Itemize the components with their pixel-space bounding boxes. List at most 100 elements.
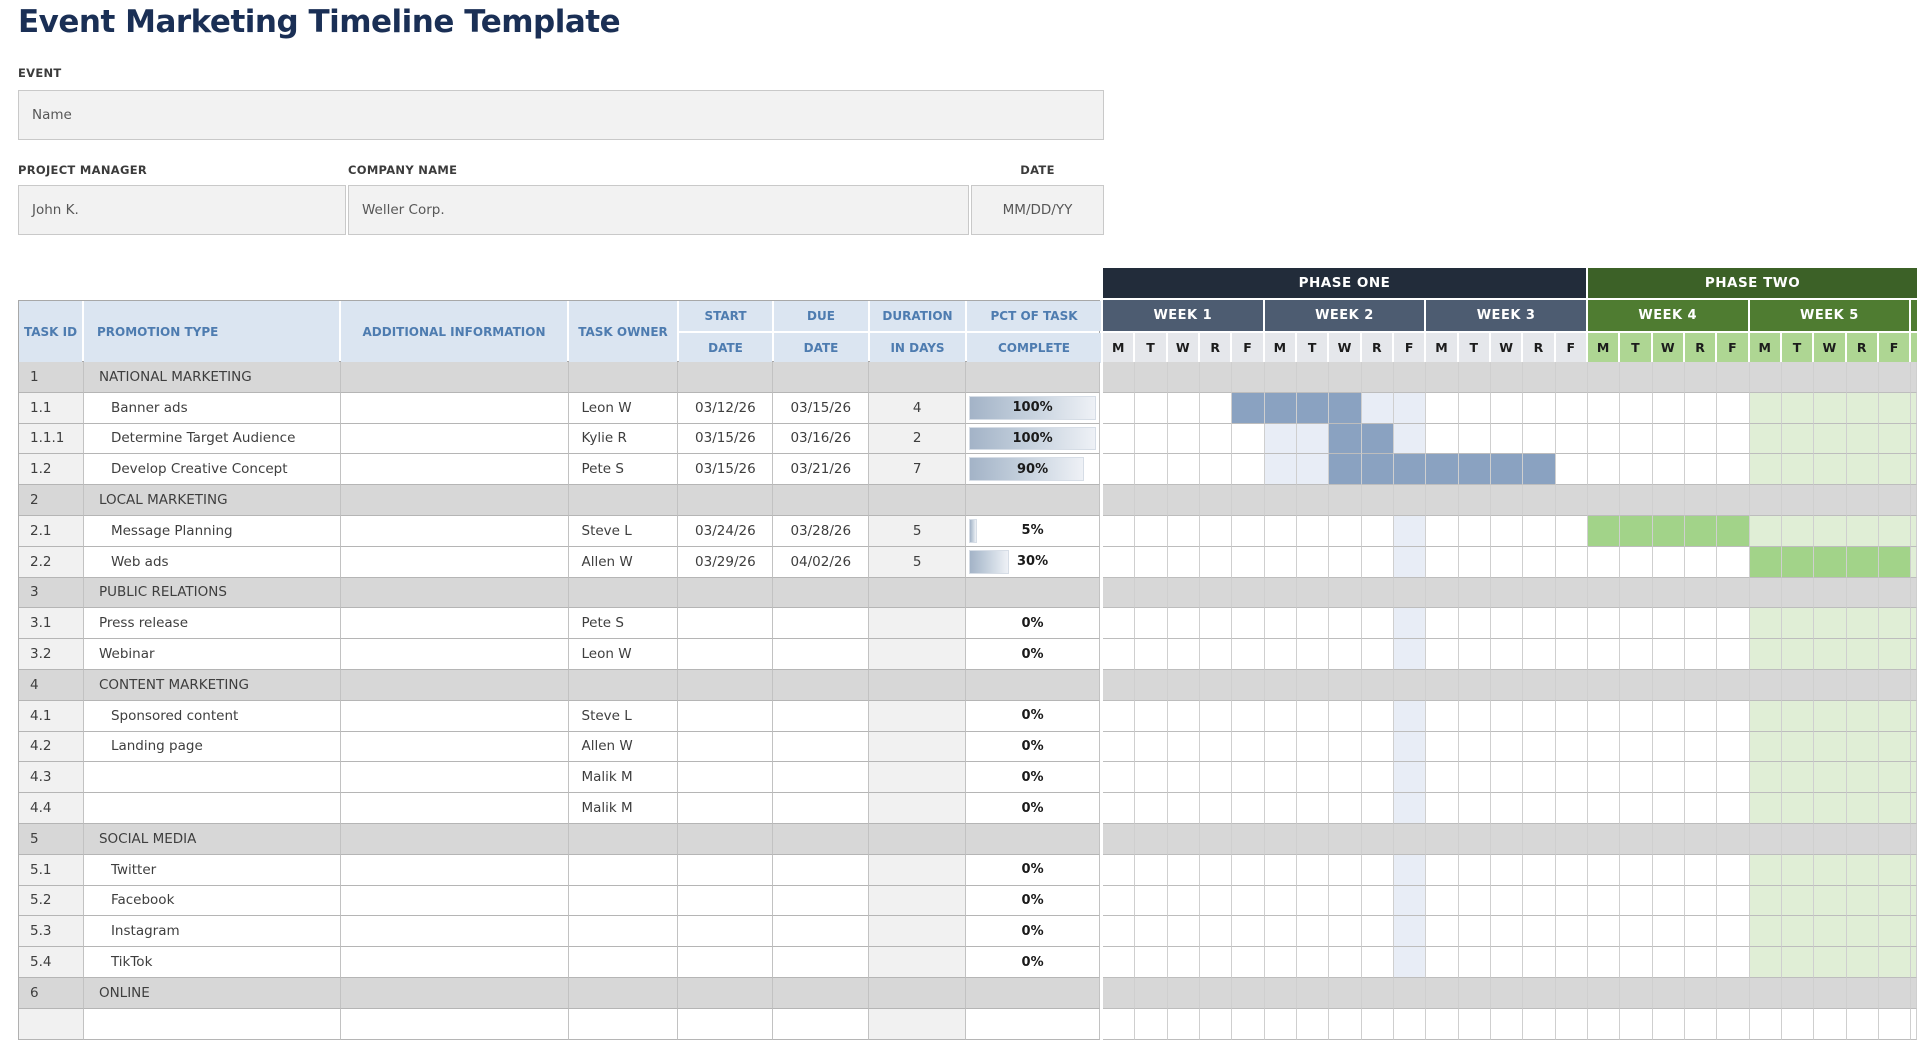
gantt-cell[interactable] <box>1135 423 1168 455</box>
cell-additional-information[interactable] <box>340 762 569 794</box>
gantt-cell[interactable] <box>1329 608 1362 640</box>
gantt-cell[interactable] <box>1135 793 1168 824</box>
gantt-cell[interactable] <box>1555 392 1588 424</box>
cell-promotion-type[interactable]: Landing page <box>83 731 341 763</box>
gantt-cell[interactable] <box>1878 392 1912 424</box>
gantt-cell[interactable] <box>1781 916 1815 948</box>
gantt-cell[interactable] <box>1426 700 1459 732</box>
gantt-cell[interactable] <box>1167 392 1200 424</box>
gantt-cell[interactable] <box>1878 515 1912 547</box>
gantt-cell[interactable] <box>1426 793 1459 824</box>
gantt-cell[interactable] <box>1814 731 1847 763</box>
gantt-cell[interactable] <box>1167 639 1200 670</box>
cell-additional-information[interactable] <box>340 854 569 886</box>
cell-duration[interactable] <box>869 793 967 824</box>
cell-pct-complete[interactable]: 30% <box>966 546 1101 578</box>
gantt-cell[interactable] <box>1232 916 1265 948</box>
gantt-cell[interactable] <box>1393 916 1427 948</box>
gantt-cell[interactable] <box>1523 947 1556 978</box>
gantt-cell[interactable] <box>1620 793 1653 824</box>
gantt-cell[interactable] <box>1846 731 1879 763</box>
gantt-cell[interactable] <box>1167 916 1200 948</box>
gantt-cell[interactable] <box>1684 608 1718 640</box>
gantt-cell[interactable] <box>1652 916 1685 948</box>
gantt-cell[interactable] <box>1458 947 1491 978</box>
gantt-cell[interactable] <box>1684 947 1718 978</box>
cell-duration[interactable] <box>869 731 967 763</box>
gantt-cell[interactable] <box>1199 700 1233 732</box>
gantt-cell[interactable] <box>1103 515 1136 547</box>
gantt-cell[interactable] <box>1814 423 1847 455</box>
cell-due-date[interactable]: 03/15/26 <box>773 392 870 424</box>
gantt-cell[interactable] <box>1199 454 1233 486</box>
cell-pct-complete[interactable]: 0% <box>966 916 1101 948</box>
gantt-cell[interactable] <box>1167 700 1200 732</box>
gantt-cell[interactable] <box>1490 608 1524 640</box>
cell-task-id[interactable]: 4.3 <box>19 762 84 794</box>
gantt-cell[interactable] <box>1199 515 1233 547</box>
gantt-cell[interactable] <box>1523 608 1556 640</box>
cell-promotion-type[interactable]: Banner ads <box>83 392 341 424</box>
gantt-cell[interactable] <box>1749 639 1782 670</box>
cell-task-owner[interactable]: Kylie R <box>568 423 679 455</box>
gantt-cell[interactable] <box>1587 731 1621 763</box>
gantt-cell[interactable] <box>1587 700 1621 732</box>
gantt-cell[interactable] <box>1264 608 1297 640</box>
cell-task-owner[interactable]: Steve L <box>568 700 679 732</box>
cell-start-date[interactable] <box>678 639 774 670</box>
gantt-cell[interactable] <box>1652 608 1685 640</box>
cell-start-date[interactable] <box>678 700 774 732</box>
gantt-cell[interactable] <box>1135 639 1168 670</box>
gantt-cell[interactable] <box>1458 546 1491 578</box>
gantt-cell[interactable] <box>1296 700 1330 732</box>
cell-additional-information[interactable] <box>340 700 569 732</box>
gantt-cell[interactable] <box>1749 854 1782 886</box>
gantt-cell[interactable] <box>1361 793 1394 824</box>
company-name-input[interactable]: Weller Corp. <box>348 185 969 235</box>
cell-task-id[interactable]: 4.2 <box>19 731 84 763</box>
cell-due-date[interactable]: 03/16/26 <box>773 423 870 455</box>
cell-additional-information[interactable] <box>340 423 569 455</box>
gantt-cell[interactable] <box>1717 392 1750 424</box>
cell-promotion-type[interactable] <box>83 762 341 794</box>
cell-task-owner[interactable]: Steve L <box>568 515 679 547</box>
gantt-cell[interactable] <box>1458 392 1491 424</box>
gantt-cell[interactable] <box>1846 947 1879 978</box>
gantt-cell[interactable] <box>1717 731 1750 763</box>
gantt-cell[interactable] <box>1814 454 1847 486</box>
cell-pct-complete[interactable]: 0% <box>966 762 1100 794</box>
cell-pct-complete[interactable]: 0% <box>966 700 1101 732</box>
gantt-cell[interactable] <box>1264 762 1297 794</box>
gantt-cell[interactable] <box>1296 546 1330 578</box>
gantt-cell[interactable] <box>1555 454 1588 486</box>
gantt-cell[interactable] <box>1846 639 1879 670</box>
date-input[interactable]: MM/DD/YY <box>971 185 1104 235</box>
gantt-cell[interactable] <box>1232 515 1265 547</box>
gantt-cell[interactable] <box>1458 454 1491 486</box>
gantt-cell[interactable] <box>1296 639 1330 670</box>
gantt-cell[interactable] <box>1426 916 1459 948</box>
cell-task-id[interactable]: 4.1 <box>19 700 84 732</box>
cell-duration[interactable] <box>869 639 967 670</box>
gantt-cell[interactable] <box>1393 392 1427 424</box>
gantt-cell[interactable] <box>1587 793 1621 824</box>
cell-due-date[interactable] <box>773 639 870 670</box>
gantt-cell[interactable] <box>1232 392 1265 424</box>
gantt-cell[interactable] <box>1103 762 1136 794</box>
gantt-cell[interactable] <box>1264 639 1297 670</box>
gantt-cell[interactable] <box>1814 700 1847 732</box>
gantt-cell[interactable] <box>1878 762 1912 794</box>
gantt-cell[interactable] <box>1717 916 1750 948</box>
gantt-cell[interactable] <box>1749 454 1782 486</box>
gantt-cell[interactable] <box>1749 762 1782 794</box>
gantt-cell[interactable] <box>1814 515 1847 547</box>
cell-promotion-type[interactable]: Webinar <box>83 639 341 670</box>
gantt-cell[interactable] <box>1329 454 1362 486</box>
gantt-cell[interactable] <box>1781 392 1815 424</box>
cell-task-id[interactable]: 1.2 <box>19 454 84 486</box>
cell-pct-complete[interactable]: 0% <box>966 885 1101 917</box>
cell-pct-complete[interactable]: 0% <box>966 854 1101 886</box>
gantt-cell[interactable] <box>1814 854 1847 886</box>
gantt-cell[interactable] <box>1199 916 1233 948</box>
gantt-cell[interactable] <box>1781 639 1815 670</box>
